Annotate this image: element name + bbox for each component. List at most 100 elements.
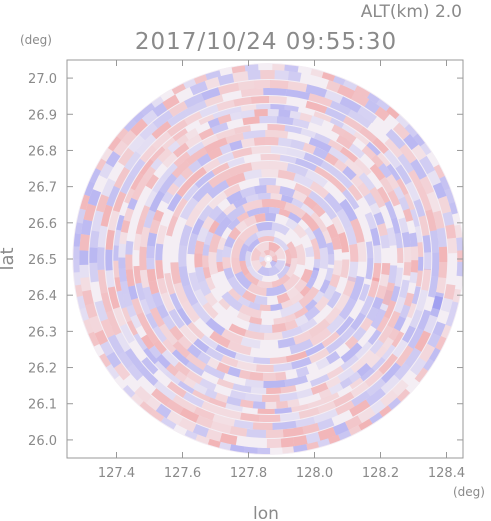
heatmap-cell — [414, 225, 423, 243]
heatmap-cell — [208, 233, 222, 253]
heatmap-cell — [432, 292, 444, 310]
heatmap-cell — [318, 388, 332, 400]
heatmap-cell — [143, 209, 156, 229]
heatmap-cell — [386, 163, 401, 181]
heatmap-cell — [178, 266, 191, 288]
heatmap-cell — [144, 327, 159, 344]
heatmap-cell — [194, 170, 215, 189]
heatmap-cell — [293, 330, 313, 345]
heatmap-cell — [351, 91, 370, 107]
heatmap-cell — [133, 233, 142, 251]
heatmap-cell — [337, 367, 355, 383]
heatmap-cell — [342, 276, 357, 297]
heatmap-cell — [377, 186, 391, 204]
heatmap-cell — [247, 322, 261, 333]
heatmap-cell — [254, 185, 267, 195]
heatmap-cell — [303, 196, 318, 210]
heatmap-cell — [431, 252, 440, 277]
heatmap-cell — [265, 429, 284, 439]
heatmap-cell — [449, 201, 458, 215]
y-tick-label: 26.1 — [28, 398, 57, 413]
heatmap-cell — [409, 232, 418, 247]
heatmap-cell — [116, 127, 129, 141]
heatmap-cell — [245, 193, 259, 203]
heatmap-cell — [370, 400, 386, 415]
heatmap-cell — [350, 312, 366, 331]
heatmap-cell — [350, 358, 366, 373]
heatmap-cell — [113, 229, 122, 246]
heatmap-cell — [240, 137, 255, 148]
heatmap-cell — [197, 351, 211, 365]
heatmap-cell — [113, 260, 120, 278]
heatmap-cell — [215, 128, 236, 141]
heatmap-cell — [166, 399, 184, 415]
heatmap-cell — [139, 144, 157, 163]
heatmap-cell — [121, 307, 132, 323]
heatmap-cell — [378, 163, 393, 179]
heatmap-cell — [275, 371, 287, 381]
heatmap-cell — [335, 293, 350, 312]
heatmap-cell — [292, 118, 310, 129]
heatmap-cell — [423, 252, 432, 270]
heatmap-cell — [284, 125, 303, 135]
heatmap-cell — [279, 392, 298, 402]
heatmap-cell — [184, 127, 199, 141]
heatmap-cell — [402, 325, 416, 343]
heatmap-cell — [336, 208, 353, 229]
heatmap-cell — [99, 353, 112, 368]
heatmap-cell — [269, 207, 281, 215]
heatmap-cell — [231, 237, 245, 258]
heatmap-cell — [320, 160, 340, 177]
heatmap-cell — [273, 362, 293, 372]
heatmap-cell — [139, 205, 151, 221]
heatmap-cell — [222, 245, 232, 258]
heatmap-cell — [149, 190, 166, 213]
heatmap-cell — [398, 217, 409, 234]
heatmap-cell — [202, 266, 212, 279]
heatmap-cell — [274, 70, 289, 81]
heatmap-cell — [113, 362, 131, 381]
heatmap-cell — [342, 166, 357, 181]
heatmap-cell — [420, 142, 432, 156]
heatmap-cell — [302, 142, 316, 155]
x-tick-label: 128.0 — [296, 466, 333, 481]
heatmap-cell — [234, 271, 252, 290]
heatmap-cell — [155, 260, 165, 280]
heatmap-cell — [284, 201, 307, 219]
heatmap-cell — [313, 132, 331, 145]
heatmap-cell — [254, 109, 268, 117]
heatmap-cell — [285, 259, 298, 278]
heatmap-cell — [408, 169, 424, 190]
heatmap-cell — [302, 422, 320, 435]
heatmap-cell — [127, 197, 138, 211]
heatmap-cell — [194, 240, 205, 254]
y-tick-label: 26.6 — [28, 217, 57, 232]
heatmap-cell — [295, 416, 316, 428]
heatmap-cell — [240, 109, 255, 119]
heatmap-cell — [380, 389, 399, 408]
heatmap-cell — [445, 224, 457, 239]
heatmap-cell — [312, 290, 325, 304]
heatmap-cell — [83, 318, 94, 335]
heatmap-cell — [255, 222, 273, 232]
heatmap-cell — [188, 159, 202, 174]
heatmap-cell — [356, 363, 372, 377]
heatmap-cell — [171, 349, 190, 366]
heatmap-cell — [194, 288, 209, 307]
heatmap-cell — [394, 362, 411, 381]
heatmap-cell — [307, 398, 325, 409]
heatmap-cell — [391, 331, 405, 348]
heatmap-cell — [205, 317, 226, 336]
heatmap-cell — [376, 98, 390, 112]
heatmap-cell — [183, 78, 197, 89]
heatmap-cell — [261, 199, 287, 210]
heatmap-cell — [252, 422, 273, 430]
heatmap-cell — [124, 188, 135, 204]
heatmap-cell — [250, 95, 270, 104]
heatmap-cell — [250, 161, 270, 171]
heatmap-cell — [196, 226, 209, 243]
heatmap-cell — [101, 178, 116, 198]
heatmap-cell — [181, 300, 201, 323]
heatmap-cell — [383, 300, 397, 319]
heatmap-cell — [442, 211, 455, 226]
